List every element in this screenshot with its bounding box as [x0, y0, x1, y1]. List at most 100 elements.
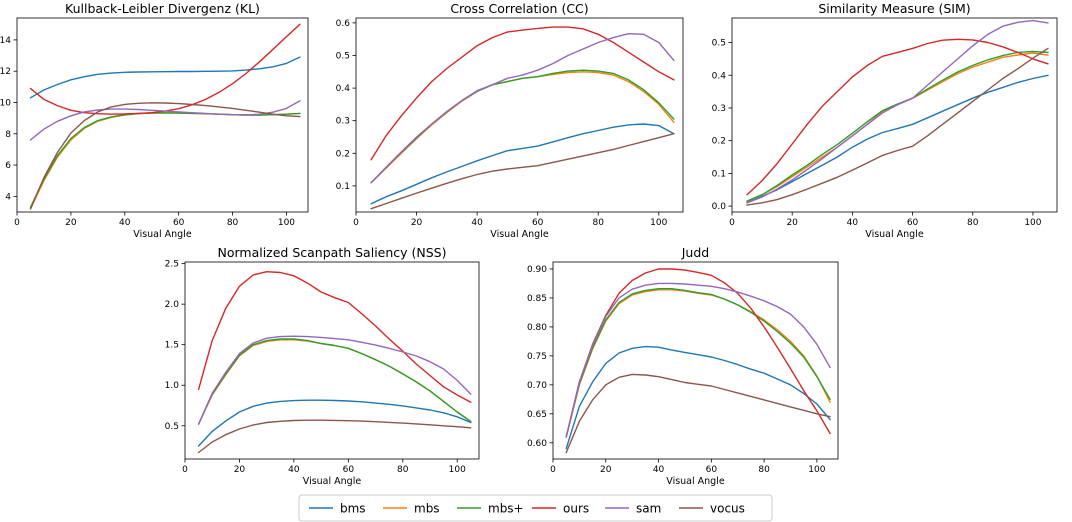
y-tick-label: 6: [5, 161, 11, 171]
chart-title: Kullback-Leibler Divergenz (KL): [65, 1, 260, 16]
y-tick-label: 12: [0, 67, 11, 77]
series-line-bms: [29, 56, 301, 99]
x-tick-label: 20: [411, 218, 423, 228]
y-tick-label: 0.85: [527, 294, 547, 304]
y-tick-label: 2.5: [165, 260, 179, 270]
x-tick-label: 20: [600, 465, 612, 475]
legend-item-vocus: vocus: [679, 502, 745, 516]
y-tick-label: 0.2: [336, 149, 350, 159]
x-tick-label: 100: [808, 465, 825, 475]
x-axis-label: Visual Angle: [303, 476, 362, 487]
legend-label: mbs: [414, 502, 440, 516]
series-line-bms: [565, 345, 831, 450]
x-tick-label: 20: [234, 465, 246, 475]
y-tick-label: 0.90: [527, 265, 547, 275]
y-tick-label: 0.1: [336, 182, 350, 192]
y-tick-label: 0.6: [336, 19, 351, 29]
plot-frame: [184, 261, 480, 460]
series-line-mbs-plus: [565, 288, 831, 438]
x-tick-label: 0: [353, 218, 359, 228]
plot-frame: [355, 17, 684, 213]
series-line-vocus: [370, 132, 675, 210]
x-axis-label: Visual Angle: [133, 229, 192, 240]
series-line-sam: [197, 335, 472, 425]
chart-5: Judd 0 20 40 60 80 100 0.60 0.65 0.70 0.75 0.80 0.85…: [527, 245, 839, 487]
series-line-sam: [370, 33, 675, 184]
legend-label: bms: [340, 502, 366, 516]
legend-label: ours: [563, 502, 589, 516]
x-tick-label: 0: [182, 465, 188, 475]
chart-title: Similarity Measure (SIM): [818, 1, 970, 16]
x-tick-label: 60: [532, 218, 544, 228]
series-line-vocus: [29, 102, 301, 210]
legend-item-bms: bms: [309, 502, 366, 516]
series-line-vocus: [565, 373, 831, 454]
x-tick-label: 80: [758, 465, 770, 475]
x-tick-label: 40: [288, 465, 300, 475]
y-tick-label: 0.5: [165, 422, 179, 432]
x-tick-label: 100: [650, 218, 667, 228]
series-line-vocus: [197, 419, 472, 454]
y-tick-label: 4: [5, 192, 11, 202]
plot-frame: [731, 17, 1058, 213]
legend-label: vocus: [710, 502, 745, 516]
series-line-sam: [746, 19, 1049, 204]
chart-title: Cross Correlation (CC): [450, 1, 588, 16]
chart-3: Similarity Measure (SIM) 0 20 40 60 80 100 0.0 0…: [712, 1, 1058, 240]
chart-title: Judd: [681, 245, 709, 260]
series-line-mbs-plus: [197, 338, 472, 425]
x-tick-label: 80: [397, 465, 409, 475]
legend-label: mbs+: [488, 502, 524, 516]
x-axis-label: Visual Angle: [490, 229, 549, 240]
legend-item-mbs-plus: mbs+: [457, 502, 524, 516]
y-tick-label: 0.75: [527, 352, 547, 362]
y-tick-label: 0.80: [527, 323, 547, 333]
series-line-vocus: [746, 47, 1049, 206]
series-line-ours: [565, 268, 831, 438]
chart-2: Cross Correlation (CC) 0 20 40 60 80 100 0.1 0.2…: [336, 1, 684, 240]
y-tick-label: 1.0: [165, 381, 180, 391]
x-axis-label: Visual Angle: [666, 476, 725, 487]
y-tick-label: 0.2: [712, 137, 726, 147]
series-line-sam: [29, 100, 301, 141]
series-line-sam: [565, 282, 831, 438]
y-tick-label: 0.3: [336, 117, 350, 127]
x-tick-label: 60: [907, 218, 919, 228]
x-tick-label: 0: [729, 218, 735, 228]
series-line-bms: [370, 123, 675, 205]
x-tick-label: 80: [227, 218, 239, 228]
x-tick-label: 20: [65, 218, 77, 228]
y-tick-label: 8: [5, 130, 11, 140]
y-tick-label: 0.4: [712, 71, 727, 81]
y-tick-label: 0.0: [712, 202, 727, 212]
y-tick-label: 10: [0, 98, 11, 108]
series-line-bms: [197, 399, 472, 447]
x-tick-label: 40: [653, 465, 665, 475]
series-line-ours: [197, 271, 472, 403]
x-tick-label: 0: [14, 218, 20, 228]
legend: bms mbs mbs+ ours sam vocus: [298, 494, 773, 522]
legend-item-mbs: mbs: [383, 502, 440, 516]
x-tick-label: 60: [343, 465, 355, 475]
chart-title: Normalized Scanpath Saliency (NSS): [217, 245, 446, 260]
y-tick-label: 0.60: [527, 439, 547, 449]
series-line-ours: [370, 26, 675, 161]
plot-area: [553, 262, 838, 459]
plot-area: [356, 18, 683, 212]
x-tick-label: 100: [449, 465, 466, 475]
y-tick-label: 2.0: [165, 300, 180, 310]
y-tick-label: 0.5: [336, 51, 350, 61]
series-line-bms: [746, 74, 1049, 204]
x-tick-label: 40: [119, 218, 131, 228]
legend-item-sam: sam: [605, 502, 661, 516]
x-tick-label: 40: [471, 218, 483, 228]
x-tick-label: 20: [786, 218, 798, 228]
series-line-ours: [746, 38, 1049, 196]
y-tick-label: 0.65: [527, 410, 547, 420]
x-axis-label: Visual Angle: [865, 229, 924, 240]
plot-area: [185, 262, 479, 459]
plot-frame: [16, 17, 309, 213]
plot-frame: [552, 261, 839, 460]
y-tick-label: 0.3: [712, 104, 726, 114]
